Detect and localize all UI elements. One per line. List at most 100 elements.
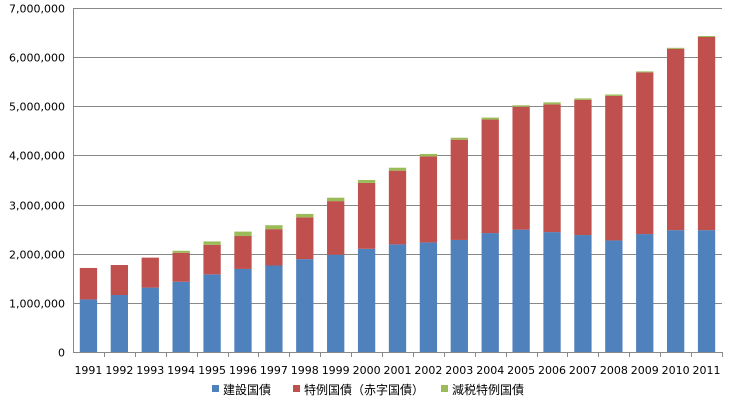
bar-segment-series-0-2008 — [605, 240, 623, 352]
bar-segment-series-0-2006 — [543, 232, 561, 352]
bar-segment-series-2-1999 — [327, 197, 345, 202]
bar-segment-series-1-1998 — [296, 217, 314, 260]
bar-segment-series-1-2010 — [666, 48, 685, 231]
bar-segment-series-1-1991 — [79, 267, 98, 300]
x-tick-label: 2008 — [600, 364, 628, 377]
x-tick-label: 2002 — [414, 364, 442, 377]
bar-segment-series-1-2009 — [636, 72, 654, 235]
x-tick-label: 2010 — [662, 364, 690, 377]
y-tick-label: 1,000,000 — [9, 298, 65, 311]
x-tick-label: 1997 — [260, 364, 288, 377]
legend-label-series-0: 建設国債 — [223, 382, 271, 397]
bar-segment-series-2-1998 — [296, 213, 314, 218]
x-tick-label: 1991 — [74, 364, 102, 377]
bar-segment-series-0-1993 — [141, 287, 159, 352]
bar-segment-series-2-1997 — [265, 225, 283, 230]
bar-segment-series-1-2011 — [697, 36, 716, 231]
bar-segment-series-0-2011 — [697, 230, 716, 352]
x-tick-label: 1993 — [136, 364, 164, 377]
bar-segment-series-1-2006 — [543, 104, 561, 233]
legend-swatch-series-1 — [293, 385, 300, 392]
bar-segment-series-2-2007 — [574, 98, 592, 100]
y-tick-label: 3,000,000 — [9, 200, 65, 213]
legend-swatch-series-0 — [212, 385, 219, 392]
y-tick-label: 7,000,000 — [9, 3, 65, 16]
bar-segment-series-2-2002 — [419, 153, 438, 157]
bar-segment-series-1-2001 — [388, 170, 407, 245]
bar-segment-series-1-1999 — [327, 201, 345, 255]
bar-segment-series-0-2010 — [666, 230, 685, 352]
x-tick-label: 1992 — [105, 364, 133, 377]
x-tick-label: 2003 — [445, 364, 473, 377]
x-tick-label: 1998 — [291, 364, 319, 377]
bar-segment-series-1-2002 — [419, 156, 438, 243]
bar-segment-series-0-1997 — [265, 265, 283, 352]
bar-segment-series-2-2008 — [605, 94, 623, 96]
bar-segment-series-0-1999 — [327, 254, 345, 352]
bar-segment-series-0-1991 — [79, 299, 98, 352]
x-axis: 1991 1992 1993 1994 1995 1996 1997 1998 1999 2000… — [73, 352, 723, 377]
bar-segment-series-1-2007 — [574, 99, 592, 236]
legend: 建設国債 特例国債（赤字国債） 減税特例国債 — [212, 382, 524, 397]
x-tick-label: 1999 — [322, 364, 350, 377]
bar-segment-series-1-1995 — [203, 244, 221, 275]
bar-segment-series-2-2004 — [481, 117, 499, 120]
bar-segment-series-0-1998 — [296, 259, 314, 352]
bar-segment-series-2-2010 — [666, 47, 685, 49]
bar-segment-series-0-2003 — [450, 239, 468, 352]
bar-segment-series-1-1994 — [172, 252, 190, 282]
x-tick-label: 1994 — [167, 364, 195, 377]
legend-swatch-series-2 — [441, 385, 448, 392]
bar-segment-series-1-1993 — [141, 257, 159, 288]
bar-segment-series-1-2000 — [357, 182, 376, 249]
bar-segment-series-0-1995 — [203, 274, 221, 352]
y-tick-label: 6,000,000 — [9, 52, 65, 65]
bar-segment-series-0-2004 — [481, 233, 499, 352]
bar-segment-series-2-2005 — [512, 105, 530, 107]
bar-segment-series-2-2011 — [697, 36, 716, 37]
bar-segment-series-0-1994 — [172, 281, 190, 352]
bar-segment-series-2-1994 — [172, 250, 190, 253]
bar-segment-series-2-2009 — [636, 71, 654, 73]
x-tick-label: 2005 — [507, 364, 535, 377]
bar-segment-series-1-2008 — [605, 95, 623, 241]
y-axis: 0 1,000,000 2,000,000 3,000,000 4,000,000 5,0… — [9, 3, 74, 360]
bar-segment-series-2-1996 — [234, 231, 252, 237]
x-tick-label: 2007 — [569, 364, 597, 377]
bar-segment-series-1-1992 — [110, 265, 129, 295]
bar-segment-series-2-2000 — [357, 180, 376, 183]
bar-segment-series-0-2002 — [419, 242, 438, 352]
x-tick-label: 2011 — [693, 364, 721, 377]
bar-segment-series-0-1996 — [234, 268, 252, 352]
bar-segment-series-2-2001 — [388, 167, 407, 171]
bar-segment-series-2-2006 — [543, 102, 561, 105]
x-tick-label: 1995 — [198, 364, 226, 377]
bar-segment-series-1-1997 — [265, 229, 283, 266]
bar-segment-series-0-2001 — [388, 244, 407, 352]
x-tick-label: 2009 — [631, 364, 659, 377]
bar-segment-series-1-2004 — [481, 119, 499, 234]
y-tick-label: 5,000,000 — [9, 101, 65, 114]
bar-segment-series-2-2003 — [450, 137, 468, 140]
bar-segment-series-0-2005 — [512, 229, 530, 352]
bars — [79, 36, 716, 352]
x-tick-label: 2000 — [353, 364, 381, 377]
legend-label-series-2: 減税特例国債 — [452, 382, 524, 397]
bar-segment-series-1-2005 — [512, 106, 530, 230]
bar-segment-series-1-2003 — [450, 139, 468, 240]
y-tick-label: 0 — [58, 347, 65, 360]
bar-segment-series-0-2009 — [636, 234, 654, 352]
x-tick-label: 2001 — [384, 364, 412, 377]
x-tick-label: 2004 — [476, 364, 504, 377]
legend-label-series-1: 特例国債（赤字国債） — [304, 382, 424, 397]
bar-segment-series-0-2007 — [574, 235, 592, 352]
y-tick-label: 2,000,000 — [9, 249, 65, 262]
bar-segment-series-2-1995 — [203, 241, 221, 245]
bar-segment-series-0-1992 — [110, 294, 129, 352]
bar-segment-series-1-1996 — [234, 236, 252, 269]
bar-segment-series-0-2000 — [357, 248, 376, 352]
x-tick-label: 2006 — [538, 364, 566, 377]
y-tick-label: 4,000,000 — [9, 150, 65, 163]
x-tick-label: 1996 — [229, 364, 257, 377]
